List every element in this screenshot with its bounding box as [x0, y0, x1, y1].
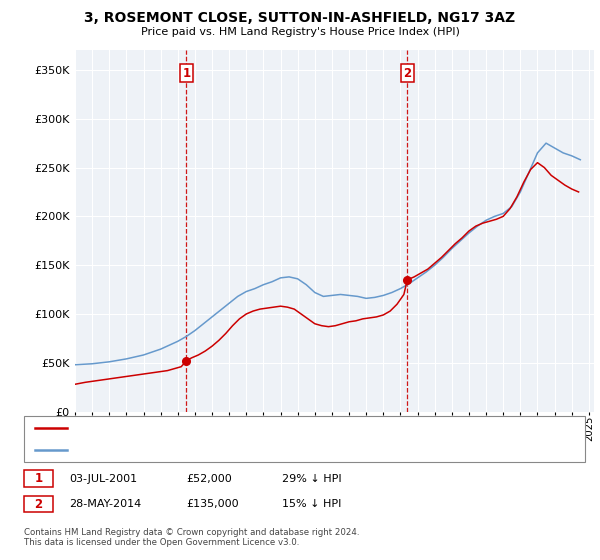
- Text: £52,000: £52,000: [186, 474, 232, 484]
- Text: 28-MAY-2014: 28-MAY-2014: [69, 499, 141, 509]
- Text: HPI: Average price, detached house, Ashfield: HPI: Average price, detached house, Ashf…: [74, 445, 309, 455]
- Text: 2: 2: [34, 497, 43, 511]
- Text: 2: 2: [403, 67, 412, 80]
- Text: 3, ROSEMONT CLOSE, SUTTON-IN-ASHFIELD, NG17 3AZ (detached house): 3, ROSEMONT CLOSE, SUTTON-IN-ASHFIELD, N…: [74, 423, 457, 433]
- Text: 1: 1: [182, 67, 190, 80]
- Text: Price paid vs. HM Land Registry's House Price Index (HPI): Price paid vs. HM Land Registry's House …: [140, 27, 460, 37]
- Text: Contains HM Land Registry data © Crown copyright and database right 2024.
This d: Contains HM Land Registry data © Crown c…: [24, 528, 359, 547]
- Text: 15% ↓ HPI: 15% ↓ HPI: [282, 499, 341, 509]
- Text: 3, ROSEMONT CLOSE, SUTTON-IN-ASHFIELD, NG17 3AZ: 3, ROSEMONT CLOSE, SUTTON-IN-ASHFIELD, N…: [85, 11, 515, 25]
- Text: 03-JUL-2001: 03-JUL-2001: [69, 474, 137, 484]
- Text: 29% ↓ HPI: 29% ↓ HPI: [282, 474, 341, 484]
- Text: 1: 1: [34, 472, 43, 486]
- Text: £135,000: £135,000: [186, 499, 239, 509]
